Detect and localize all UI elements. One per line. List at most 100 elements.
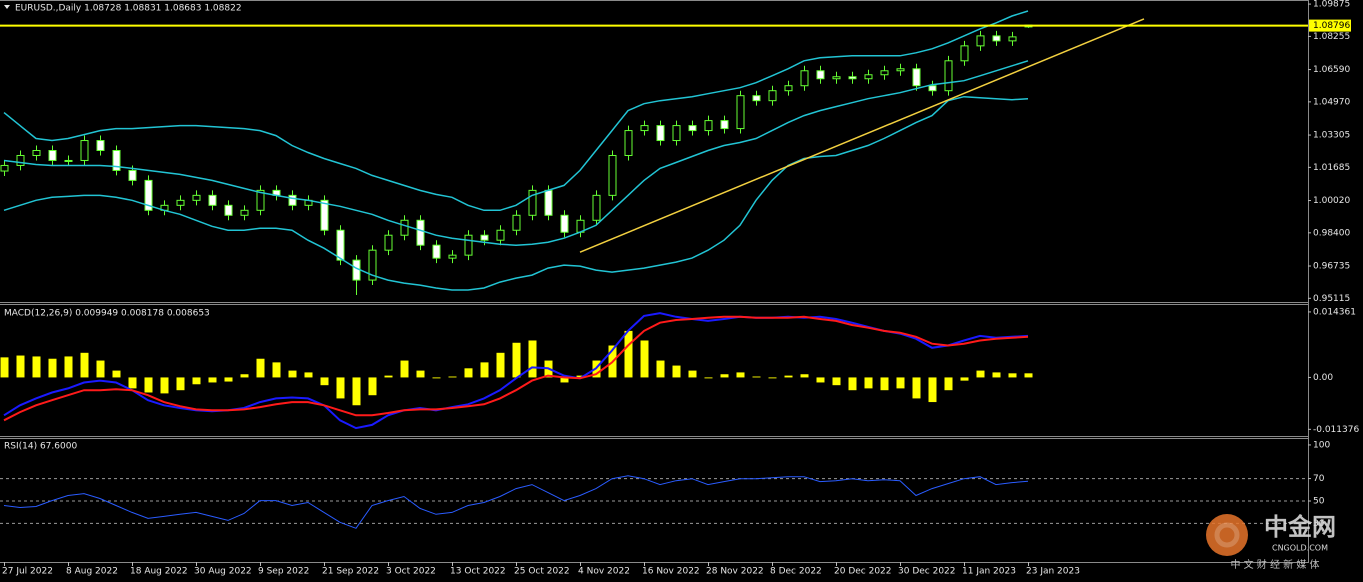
macd-bar (720, 374, 729, 378)
macd-bar (976, 370, 985, 378)
macd-bar (1008, 373, 1017, 378)
candle-body (736, 95, 745, 130)
y-tick-label: 1.01685 (1313, 163, 1350, 173)
candle-body (480, 234, 489, 241)
candle-body (592, 194, 601, 221)
macd-bar (256, 358, 265, 378)
macd-bar (752, 376, 761, 378)
watermark-name: 中金网 (1264, 513, 1336, 541)
band-line (3, 95, 1029, 291)
candle-body (224, 204, 233, 216)
y-tick-label: 30 (1313, 519, 1325, 529)
macd-line (3, 315, 1029, 422)
macd-bar (784, 375, 793, 378)
x-tick-label: 27 Jul 2022 (2, 567, 53, 577)
macd-bar (1024, 373, 1033, 378)
candle-body (544, 189, 553, 216)
candle-body (496, 229, 505, 241)
macd-bar (960, 377, 969, 381)
candle-body (528, 189, 537, 216)
macd-bar (368, 377, 377, 396)
candle-body (672, 125, 681, 142)
candle-body (768, 90, 777, 102)
y-tick-label: 0.95115 (1313, 294, 1350, 304)
candle-body (464, 234, 473, 256)
y-tick-label: 0.98400 (1313, 228, 1350, 238)
candle-body (912, 68, 921, 87)
logo-circle (1206, 514, 1248, 556)
macd-bar (416, 370, 425, 378)
macd-bar (704, 377, 713, 379)
x-tick-label: 4 Nov 2022 (578, 567, 630, 577)
macd-line (3, 312, 1029, 430)
x-tick-label: 13 Oct 2022 (450, 567, 506, 577)
candle-body (864, 74, 873, 80)
macd-bar (432, 377, 441, 379)
candle-body (288, 194, 297, 206)
x-tick-label: 25 Oct 2022 (514, 567, 570, 577)
candle-body (624, 130, 633, 156)
macd-bar (224, 377, 233, 382)
macd-bar (896, 377, 905, 389)
candle-body (176, 199, 185, 206)
macd-bar (112, 370, 121, 378)
candle-body (256, 189, 265, 211)
y-tick-label: 1.09875 (1313, 0, 1350, 10)
macd-bar (352, 377, 361, 406)
band-line (3, 60, 1029, 246)
macd-bar (400, 360, 409, 378)
x-tick-label: 9 Sep 2022 (258, 567, 309, 577)
macd-bar (528, 340, 537, 378)
watermark: 中金网 CNGOLD.COM 中 文 财 经 新 媒 体 (1206, 513, 1336, 571)
macd-bar (848, 377, 857, 391)
candle-body (640, 125, 649, 132)
y-tick-label: 1.00020 (1313, 196, 1350, 206)
macd-bar (880, 377, 889, 391)
y-tick-label: 1.03305 (1313, 131, 1350, 141)
candle-body (848, 76, 857, 80)
watermark-site: CNGOLD.COM (1272, 544, 1328, 553)
candle-body (64, 159, 73, 162)
candle-body (192, 194, 201, 201)
candle-body (80, 140, 89, 161)
macd-bar (64, 356, 73, 378)
x-tick-label: 21 Sep 2022 (322, 567, 379, 577)
y-tick-label: 0.00 (1313, 373, 1333, 383)
y-tick-label: 0.96735 (1313, 262, 1350, 272)
candle-body (384, 234, 393, 251)
candle-body (752, 95, 761, 102)
candle-body (0, 164, 9, 172)
candle-body (960, 45, 969, 62)
y-tick-label: 1.08255 (1313, 32, 1350, 42)
macd-bar (736, 372, 745, 378)
macd-bar (832, 377, 841, 386)
macd-bar (688, 370, 697, 378)
candle-body (368, 249, 377, 281)
macd-bar (944, 377, 953, 391)
macd-bar (480, 362, 489, 378)
candle-body (896, 68, 905, 72)
macd-bar (448, 376, 457, 378)
x-tick-label: 30 Aug 2022 (194, 567, 252, 577)
macd-bar (16, 355, 25, 378)
x-tick-label: 30 Dec 2022 (898, 567, 956, 577)
macd-header: MACD(12,26,9) 0.009949 0.008178 0.008653 (4, 309, 210, 319)
menu-triangle (4, 5, 10, 9)
macd-bar (464, 368, 473, 378)
macd-bar (304, 372, 313, 378)
macd-bar (992, 372, 1001, 378)
macd-bar (208, 377, 217, 383)
macd-bar (0, 357, 9, 378)
candle-body (720, 120, 729, 130)
x-tick-label: 20 Dec 2022 (834, 567, 892, 577)
macd-bar (160, 377, 169, 394)
candle-body (560, 214, 569, 233)
macd-bar (288, 370, 297, 378)
candle-body (1008, 36, 1017, 42)
rsi-header: RSI(14) 67.6000 (4, 442, 77, 452)
macd-bar (560, 377, 569, 383)
candle-body (240, 209, 249, 216)
macd-bar (864, 377, 873, 389)
watermark-slogan: 中 文 财 经 新 媒 体 (1230, 558, 1319, 571)
